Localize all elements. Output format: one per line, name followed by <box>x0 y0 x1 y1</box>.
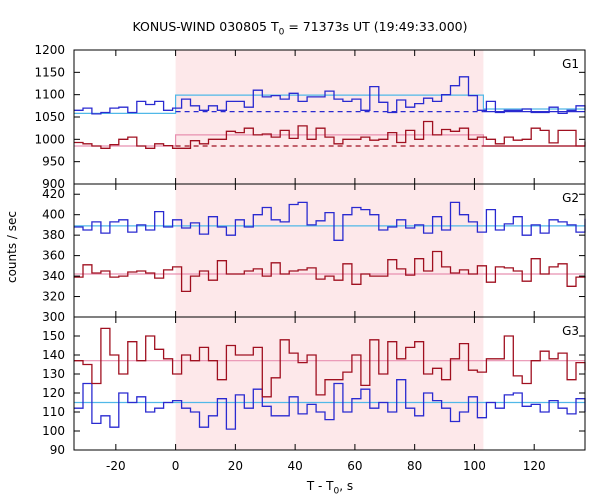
x-label-text: T - T <box>306 479 334 493</box>
y-tick-label-g1-1150: 1150 <box>34 65 65 79</box>
y-tick-label-g3-140: 140 <box>42 348 65 362</box>
x-label-text-rest: , s <box>339 479 354 493</box>
series-line-g2-red <box>74 250 586 293</box>
y-axis-label: counts / sec <box>5 211 19 284</box>
x-tick-label-100: 100 <box>463 459 486 473</box>
series-line-g1-blue <box>74 76 586 115</box>
y-tick-label-g2-400: 400 <box>42 208 65 222</box>
series-line-g3-red <box>74 327 586 398</box>
x-tick-label-120: 120 <box>523 459 546 473</box>
x-axis-label: T - T0, s <box>260 479 400 496</box>
y-tick-label-g3-100: 100 <box>42 424 65 438</box>
y-tick-label-g3-120: 120 <box>42 386 65 400</box>
y-tick-label-g3-150: 150 <box>42 329 65 343</box>
y-tick-label-g1-1100: 1100 <box>34 88 65 102</box>
y-tick-label-g2-360: 360 <box>42 249 65 263</box>
y-tick-label-g1-900: 900 <box>42 177 65 191</box>
y-tick-label-g3-110: 110 <box>42 405 65 419</box>
panel-label-g1: G1 <box>562 57 579 71</box>
series-line-g1-red <box>74 120 586 149</box>
y-tick-label-g2-320: 320 <box>42 290 65 304</box>
x-label-subscript: 0 <box>333 486 340 497</box>
x-tick-label-80: 80 <box>407 459 422 473</box>
x-tick-label--20: -20 <box>106 459 126 473</box>
panel-label-g2: G2 <box>562 191 579 205</box>
title-text: KONUS-WIND 030805 T <box>132 19 279 34</box>
fit-line-g1-fit_blue <box>74 94 585 114</box>
shaded-interval <box>175 50 484 450</box>
title-subscript: 0 <box>278 27 285 38</box>
y-tick-label-g2-300: 300 <box>42 310 65 324</box>
y-tick-label-g1-950: 950 <box>42 155 65 169</box>
series-line-g3-blue <box>74 379 586 430</box>
y-tick-label-g2-340: 340 <box>42 269 65 283</box>
x-tick-label-0: 0 <box>172 459 180 473</box>
y-tick-label-g3-130: 130 <box>42 367 65 381</box>
x-tick-label-60: 60 <box>347 459 362 473</box>
y-tick-label-g2-380: 380 <box>42 228 65 242</box>
title-text-rest: = 71373s UT (19:49:33.000) <box>284 19 468 34</box>
y-tick-label-g3-90: 90 <box>50 443 65 457</box>
panel-frame-g3 <box>73 316 586 451</box>
y-tick-label-g1-1200: 1200 <box>34 43 65 57</box>
y-tick-label-g2-420: 420 <box>42 187 65 201</box>
x-tick-label-20: 20 <box>228 459 243 473</box>
y-tick-label-g1-1050: 1050 <box>34 110 65 124</box>
x-tick-label-40: 40 <box>287 459 302 473</box>
series-line-g2-blue <box>74 201 586 241</box>
y-tick-label-g1-1000: 1000 <box>34 132 65 146</box>
chart-title: KONUS-WIND 030805 T0 = 71373s UT (19:49:… <box>0 19 600 38</box>
panel-label-g3: G3 <box>562 324 579 338</box>
